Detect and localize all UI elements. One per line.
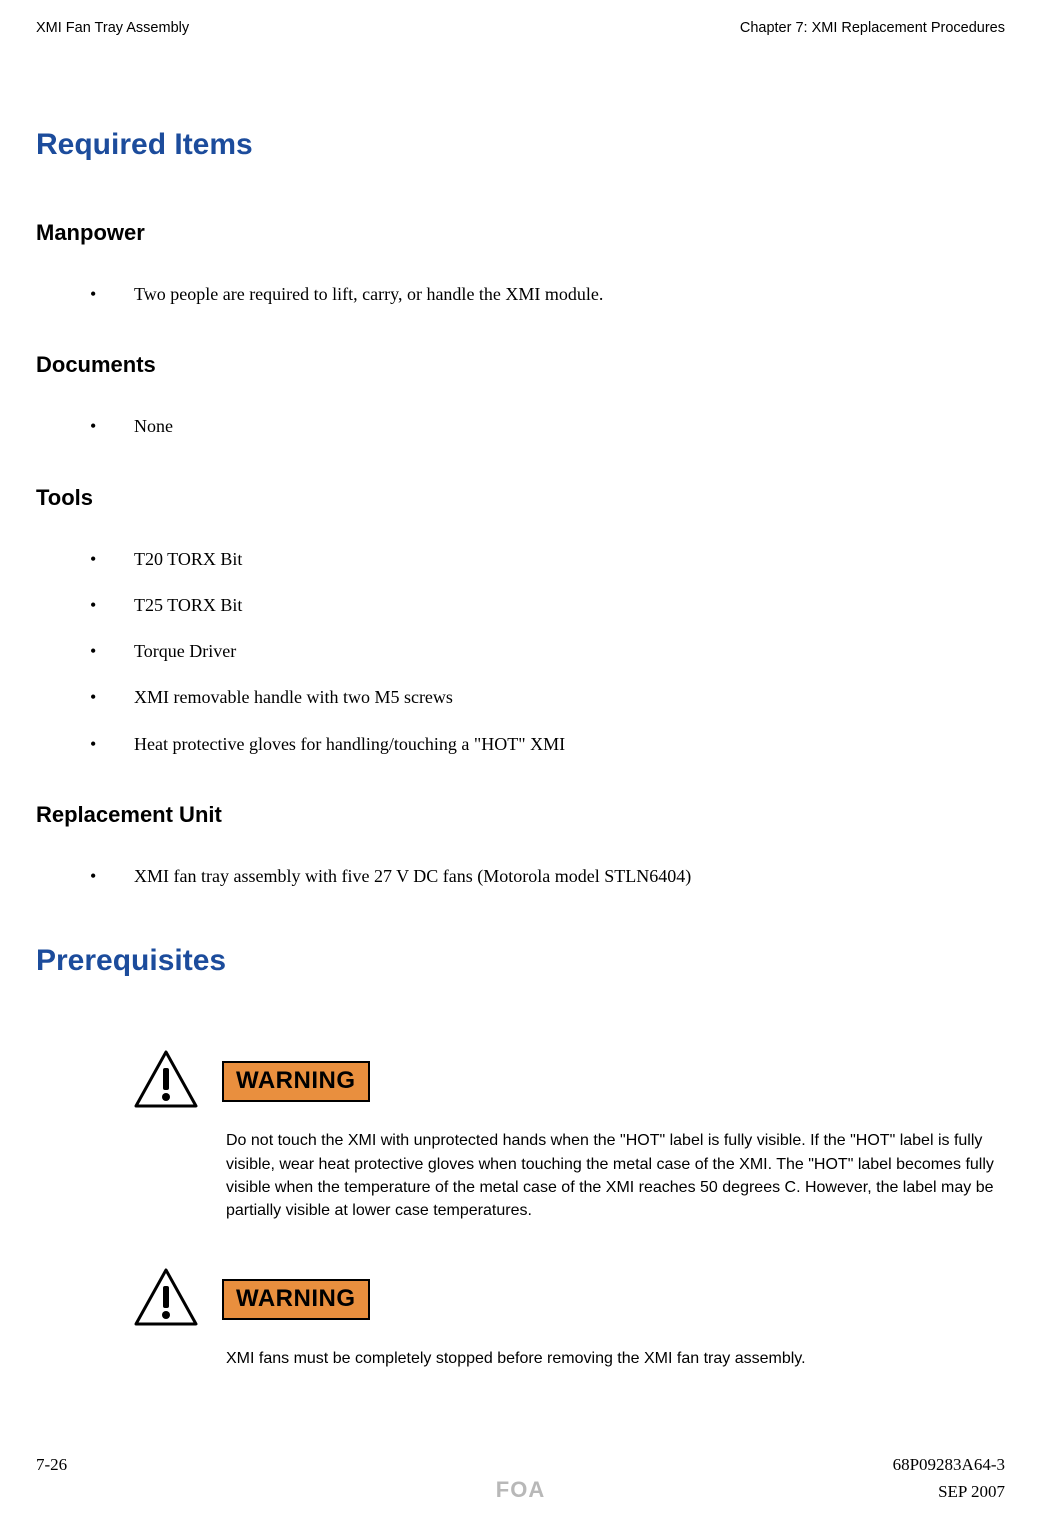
list-item: XMI removable handle with two M5 screws xyxy=(134,685,1005,709)
footer-foa: FOA xyxy=(496,1477,545,1503)
list-item: None xyxy=(134,414,1005,438)
warning-triangle-icon xyxy=(134,1050,198,1113)
list-item: Torque Driver xyxy=(134,639,1005,663)
list-item: Two people are required to lift, carry, … xyxy=(134,282,1005,306)
heading-manpower: Manpower xyxy=(36,220,1005,246)
heading-replacement-unit: Replacement Unit xyxy=(36,802,1005,828)
header-left: XMI Fan Tray Assembly xyxy=(36,20,189,36)
heading-prerequisites: Prerequisites xyxy=(36,944,1005,978)
footer-date: SEP 2007 xyxy=(885,1482,1005,1502)
warning-triangle-icon xyxy=(134,1268,198,1331)
warning-block: WARNING Do not touch the XMI with unprot… xyxy=(36,1050,1005,1222)
warning-label: WARNING xyxy=(222,1061,370,1102)
heading-required-items: Required Items xyxy=(36,128,1005,162)
list-item: XMI fan tray assembly with five 27 V DC … xyxy=(134,864,1005,888)
heading-documents: Documents xyxy=(36,352,1005,378)
list-item: T20 TORX Bit xyxy=(134,547,1005,571)
footer-doc-number: 68P09283A64-3 xyxy=(893,1455,1005,1475)
warning-text: Do not touch the XMI with unprotected ha… xyxy=(134,1129,1005,1222)
warning-label: WARNING xyxy=(222,1279,370,1320)
list-item: T25 TORX Bit xyxy=(134,593,1005,617)
heading-tools: Tools xyxy=(36,485,1005,511)
header-right: Chapter 7: XMI Replacement Procedures xyxy=(740,20,1005,36)
footer-page-number: 7-26 xyxy=(36,1455,67,1475)
warning-text: XMI fans must be completely stopped befo… xyxy=(134,1347,1005,1370)
list-item: Heat protective gloves for handling/touc… xyxy=(134,732,1005,756)
warning-block: WARNING XMI fans must be completely stop… xyxy=(36,1268,1005,1370)
